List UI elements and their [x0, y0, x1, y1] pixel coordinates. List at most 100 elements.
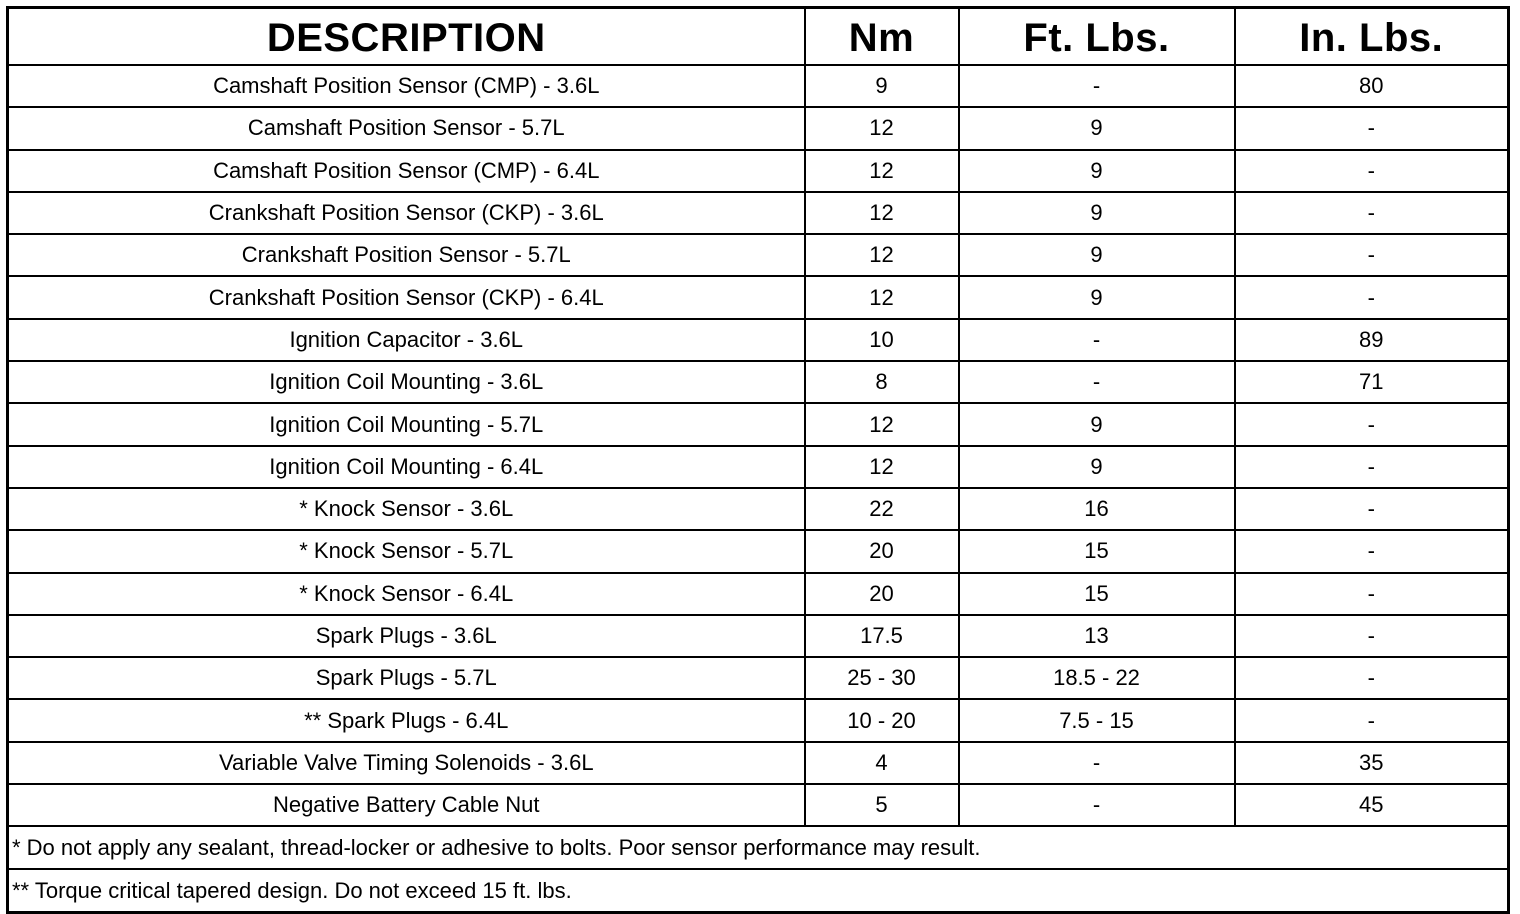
- column-header: Nm: [803, 6, 960, 66]
- value-cell: -: [1233, 698, 1510, 743]
- value-cell: 9: [957, 444, 1236, 489]
- value-cell: 7.5 - 15: [957, 698, 1236, 743]
- note-row: ** Torque critical tapered design. Do no…: [6, 868, 1510, 914]
- description-cell: Ignition Capacitor - 3.6L: [6, 317, 806, 363]
- table-row: Ignition Coil Mounting - 6.4L 12 9-: [6, 444, 1510, 489]
- value-cell: -: [957, 783, 1236, 828]
- header-row: DESCRIPTION Nm Ft. Lbs. In. Lbs.: [6, 6, 1510, 66]
- value-cell: -: [957, 360, 1236, 405]
- column-header: In. Lbs.: [1233, 6, 1510, 66]
- value-cell: 17.5: [803, 613, 960, 659]
- table-row: Spark Plugs - 5.7L 25 - 30 18.5 - 22-: [6, 656, 1510, 701]
- value-cell: 9: [957, 275, 1236, 320]
- description-cell: * Knock Sensor - 5.7L: [6, 529, 806, 574]
- description-cell: Crankshaft Position Sensor (CKP) - 6.4L: [6, 275, 806, 320]
- value-cell: 12: [803, 275, 960, 320]
- value-cell: -: [957, 63, 1236, 109]
- value-cell: 25 - 30: [803, 656, 960, 701]
- description-cell: Spark Plugs - 5.7L: [6, 656, 806, 701]
- table-row: Crankshaft Position Sensor (CKP) - 6.4L 1…: [6, 275, 1510, 320]
- value-cell: 12: [803, 106, 960, 151]
- value-cell: -: [1233, 656, 1510, 701]
- value-cell: 9: [957, 233, 1236, 278]
- value-cell: 16: [957, 486, 1236, 532]
- description-cell: * Knock Sensor - 3.6L: [6, 486, 806, 532]
- value-cell: 9: [957, 190, 1236, 236]
- value-cell: 45: [1233, 783, 1510, 828]
- column-header: Ft. Lbs.: [957, 6, 1236, 66]
- value-cell: 10 - 20: [803, 698, 960, 743]
- value-cell: 12: [803, 233, 960, 278]
- table-row: Variable Valve Timing Solenoids - 3.6L 4-…: [6, 740, 1510, 786]
- value-cell: 15: [957, 529, 1236, 574]
- value-cell: 9: [957, 106, 1236, 151]
- page: DESCRIPTION Nm Ft. Lbs. In. Lbs. Camshaft P…: [6, 6, 1510, 914]
- value-cell: -: [1233, 444, 1510, 489]
- value-cell: 20: [803, 571, 960, 616]
- table-row: * Knock Sensor - 5.7L 20 15-: [6, 529, 1510, 574]
- table-row: Camshaft Position Sensor (CMP) - 6.4L 12 9…: [6, 148, 1510, 193]
- description-cell: Ignition Coil Mounting - 3.6L: [6, 360, 806, 405]
- table-row: Ignition Capacitor - 3.6L 10-89: [6, 317, 1510, 363]
- table-row: Ignition Coil Mounting - 5.7L 12 9-: [6, 402, 1510, 447]
- table-row: * Knock Sensor - 3.6L 22 16-: [6, 486, 1510, 532]
- value-cell: 12: [803, 402, 960, 447]
- value-cell: 12: [803, 444, 960, 489]
- value-cell: 89: [1233, 317, 1510, 363]
- note-row: * Do not apply any sealant, thread-locke…: [6, 825, 1510, 871]
- description-cell: Crankshaft Position Sensor - 5.7L: [6, 233, 806, 278]
- value-cell: 8: [803, 360, 960, 405]
- table-row: * Knock Sensor - 6.4L 20 15-: [6, 571, 1510, 616]
- value-cell: 13: [957, 613, 1236, 659]
- table-row: Crankshaft Position Sensor (CKP) - 3.6L 1…: [6, 190, 1510, 236]
- description-cell: Ignition Coil Mounting - 5.7L: [6, 402, 806, 447]
- value-cell: -: [1233, 106, 1510, 151]
- value-cell: 15: [957, 571, 1236, 616]
- description-cell: Camshaft Position Sensor - 5.7L: [6, 106, 806, 151]
- table-row: Spark Plugs - 3.6L 17.5 13-: [6, 613, 1510, 659]
- value-cell: 9: [957, 402, 1236, 447]
- value-cell: 22: [803, 486, 960, 532]
- description-cell: * Knock Sensor - 6.4L: [6, 571, 806, 616]
- value-cell: -: [957, 317, 1236, 363]
- table-row: Crankshaft Position Sensor - 5.7L 12 9-: [6, 233, 1510, 278]
- description-cell: Variable Valve Timing Solenoids - 3.6L: [6, 740, 806, 786]
- value-cell: 18.5 - 22: [957, 656, 1236, 701]
- value-cell: 4: [803, 740, 960, 786]
- description-cell: Negative Battery Cable Nut: [6, 783, 806, 828]
- value-cell: -: [1233, 486, 1510, 532]
- value-cell: 71: [1233, 360, 1510, 405]
- torque-table: DESCRIPTION Nm Ft. Lbs. In. Lbs. Camshaft P…: [6, 6, 1510, 914]
- value-cell: 12: [803, 190, 960, 236]
- description-cell: Spark Plugs - 3.6L: [6, 613, 806, 659]
- value-cell: 9: [957, 148, 1236, 193]
- value-cell: 35: [1233, 740, 1510, 786]
- description-cell: Camshaft Position Sensor (CMP) - 3.6L: [6, 63, 806, 109]
- value-cell: 12: [803, 148, 960, 193]
- description-cell: Ignition Coil Mounting - 6.4L: [6, 444, 806, 489]
- table-row: Negative Battery Cable Nut 5-45: [6, 783, 1510, 828]
- value-cell: -: [1233, 529, 1510, 574]
- value-cell: 80: [1233, 63, 1510, 109]
- table-row: Ignition Coil Mounting - 3.6L 8-71: [6, 360, 1510, 405]
- value-cell: 20: [803, 529, 960, 574]
- footnote: * Do not apply any sealant, thread-locke…: [6, 825, 1510, 871]
- value-cell: -: [1233, 190, 1510, 236]
- value-cell: -: [1233, 148, 1510, 193]
- value-cell: -: [1233, 613, 1510, 659]
- table-body: Camshaft Position Sensor (CMP) - 3.6L 9-8…: [6, 63, 1510, 914]
- value-cell: -: [1233, 571, 1510, 616]
- column-header: DESCRIPTION: [6, 6, 806, 66]
- description-cell: Camshaft Position Sensor (CMP) - 6.4L: [6, 148, 806, 193]
- description-cell: ** Spark Plugs - 6.4L: [6, 698, 806, 743]
- table-row: Camshaft Position Sensor (CMP) - 3.6L 9-8…: [6, 63, 1510, 109]
- description-cell: Crankshaft Position Sensor (CKP) - 3.6L: [6, 190, 806, 236]
- table-row: Camshaft Position Sensor - 5.7L 12 9-: [6, 106, 1510, 151]
- value-cell: -: [1233, 233, 1510, 278]
- value-cell: 5: [803, 783, 960, 828]
- value-cell: -: [957, 740, 1236, 786]
- value-cell: -: [1233, 402, 1510, 447]
- footnote: ** Torque critical tapered design. Do no…: [6, 868, 1510, 914]
- value-cell: 10: [803, 317, 960, 363]
- table-row: ** Spark Plugs - 6.4L 10 - 20 7.5 - 15-: [6, 698, 1510, 743]
